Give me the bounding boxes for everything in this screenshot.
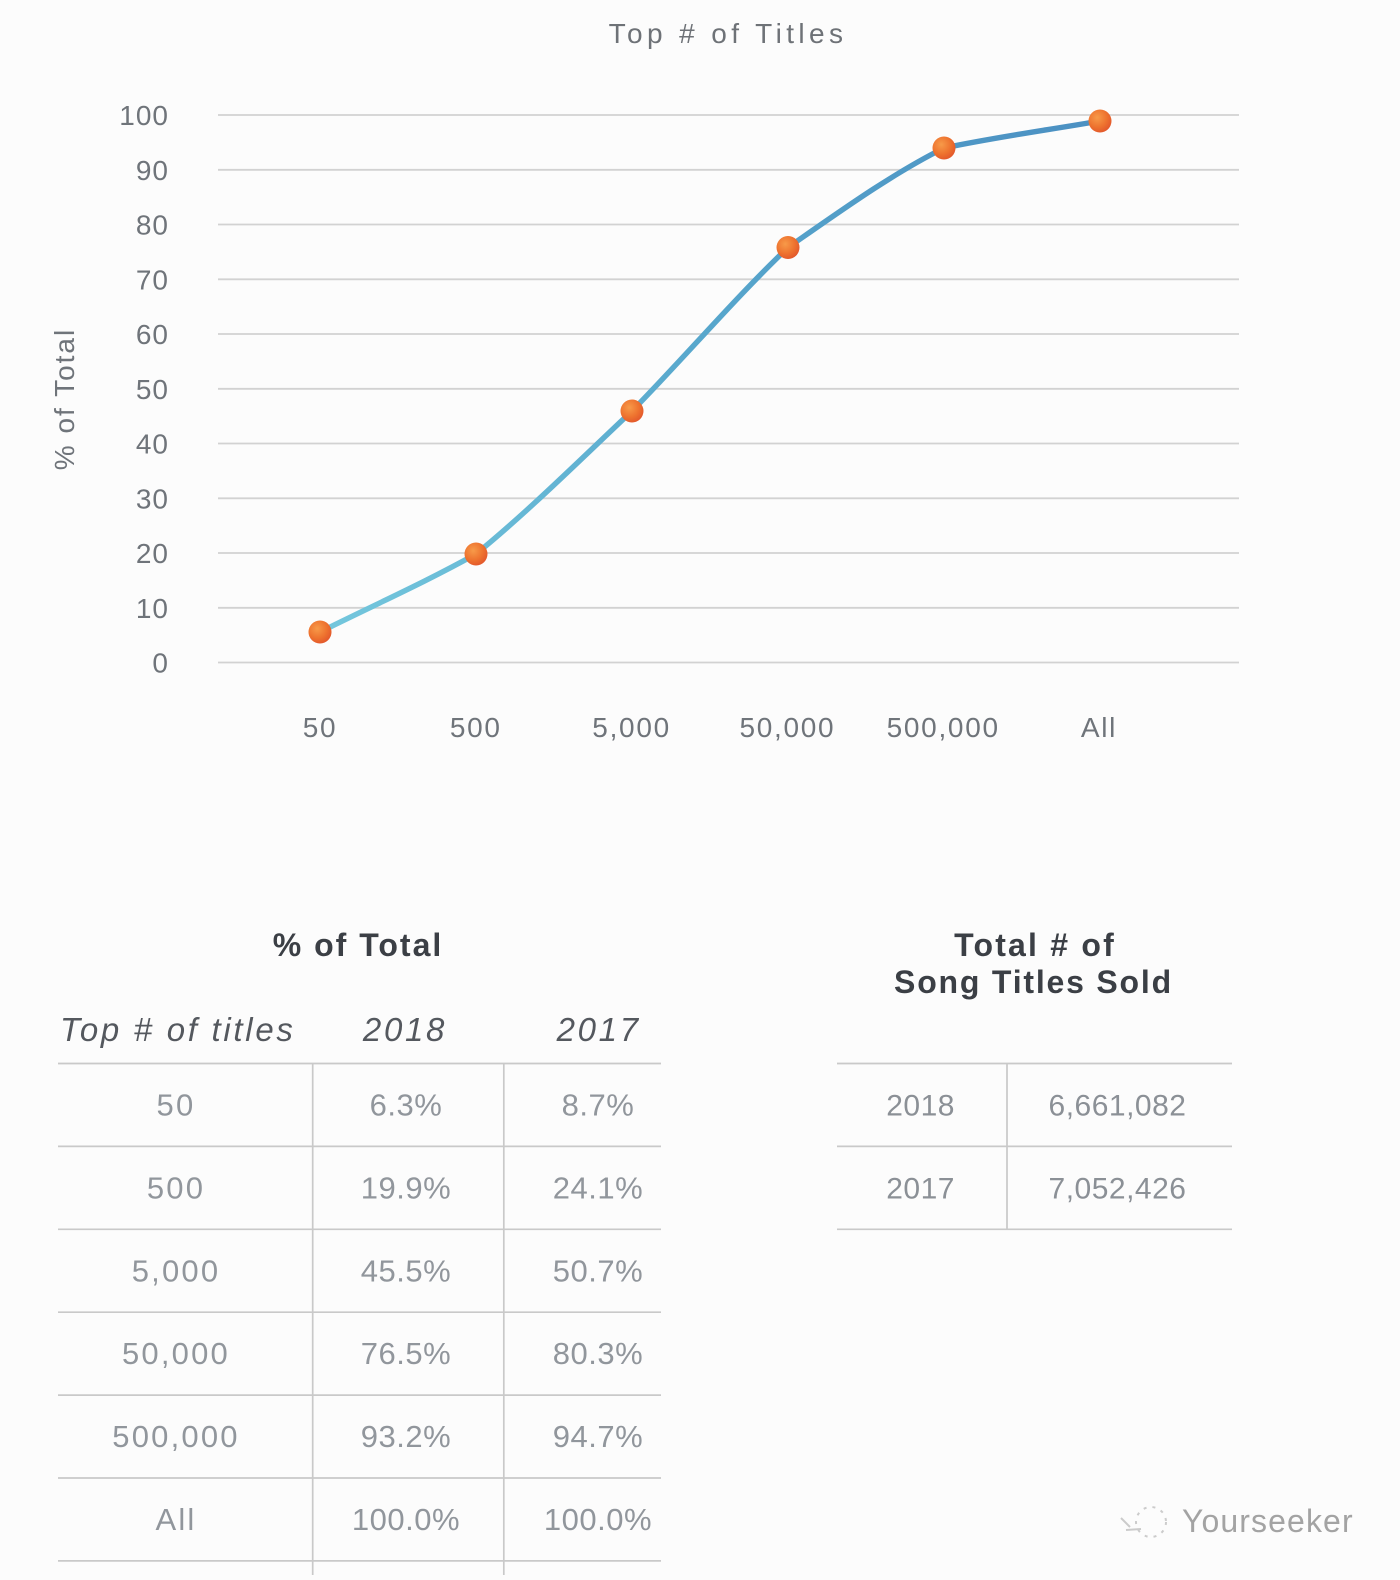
svg-text:% of Total: % of Total bbox=[273, 927, 444, 963]
svg-text:All: All bbox=[155, 1502, 196, 1537]
svg-text:50: 50 bbox=[136, 374, 169, 405]
svg-text:50,000: 50,000 bbox=[739, 712, 835, 743]
svg-text:2017: 2017 bbox=[556, 1011, 641, 1048]
svg-text:2018: 2018 bbox=[886, 1090, 955, 1123]
svg-text:6.3%: 6.3% bbox=[370, 1088, 443, 1123]
svg-text:2018: 2018 bbox=[362, 1011, 447, 1048]
svg-text:50,000: 50,000 bbox=[122, 1336, 230, 1371]
svg-text:40: 40 bbox=[136, 429, 169, 460]
svg-text:Song Titles Sold: Song Titles Sold bbox=[894, 964, 1173, 1000]
svg-text:6,661,082: 6,661,082 bbox=[1049, 1090, 1187, 1123]
svg-text:80.3%: 80.3% bbox=[553, 1336, 643, 1371]
svg-text:Yourseeker: Yourseeker bbox=[1182, 1503, 1354, 1539]
svg-text:5,000: 5,000 bbox=[592, 712, 671, 743]
svg-text:5,000: 5,000 bbox=[132, 1253, 221, 1288]
svg-text:45.5%: 45.5% bbox=[361, 1253, 451, 1288]
svg-text:80: 80 bbox=[136, 210, 169, 241]
svg-text:90: 90 bbox=[136, 155, 169, 186]
svg-text:% of Total: % of Total bbox=[49, 328, 80, 470]
svg-text:76.5%: 76.5% bbox=[361, 1336, 451, 1371]
svg-text:2017: 2017 bbox=[886, 1172, 955, 1205]
svg-text:50.7%: 50.7% bbox=[553, 1253, 643, 1288]
svg-text:24.1%: 24.1% bbox=[553, 1170, 643, 1205]
svg-text:50: 50 bbox=[157, 1088, 196, 1123]
svg-text:100: 100 bbox=[119, 100, 169, 131]
svg-text:20: 20 bbox=[136, 538, 169, 569]
svg-text:All: All bbox=[1081, 712, 1117, 743]
svg-text:19.9%: 19.9% bbox=[361, 1170, 451, 1205]
svg-text:7,052,426: 7,052,426 bbox=[1049, 1172, 1187, 1205]
svg-text:Top # of titles: Top # of titles bbox=[60, 1011, 296, 1048]
svg-text:50: 50 bbox=[303, 712, 338, 743]
svg-text:30: 30 bbox=[136, 483, 169, 514]
svg-text:500: 500 bbox=[147, 1170, 205, 1205]
svg-text:0: 0 bbox=[152, 648, 169, 679]
svg-text:500: 500 bbox=[450, 712, 502, 743]
svg-text:10: 10 bbox=[136, 593, 169, 624]
svg-text:Top # of Titles: Top # of Titles bbox=[609, 18, 848, 49]
svg-text:500,000: 500,000 bbox=[887, 712, 1000, 743]
svg-text:94.7%: 94.7% bbox=[553, 1419, 643, 1454]
svg-text:100.0%: 100.0% bbox=[352, 1502, 460, 1537]
svg-text:500,000: 500,000 bbox=[112, 1419, 239, 1454]
svg-text:100.0%: 100.0% bbox=[544, 1502, 652, 1537]
svg-text:70: 70 bbox=[136, 264, 169, 295]
svg-text:8.7%: 8.7% bbox=[562, 1088, 635, 1123]
svg-text:93.2%: 93.2% bbox=[361, 1419, 451, 1454]
svg-text:60: 60 bbox=[136, 319, 169, 350]
svg-text:Total # of: Total # of bbox=[954, 927, 1116, 963]
